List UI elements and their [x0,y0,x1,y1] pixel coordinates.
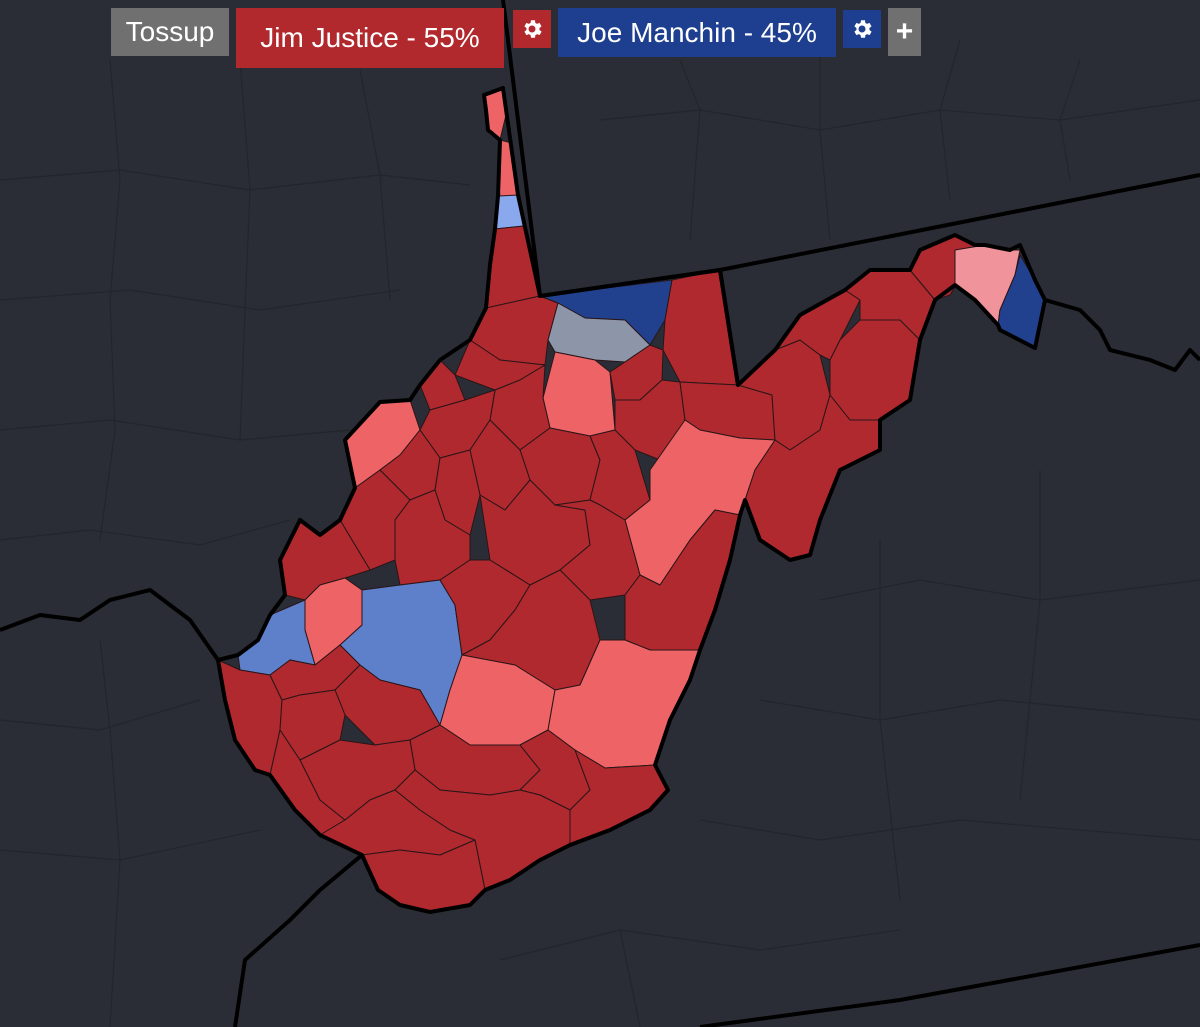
add-candidate-button[interactable]: + [888,8,921,56]
virginia-nc-border [699,943,1200,1027]
west-virginia-outline [216,86,1047,914]
pa-md-border [718,269,740,386]
virginia-ky-border [233,853,364,1027]
pennsylvania-border [501,0,1200,298]
gear-icon [854,20,872,38]
candidate-justice-button[interactable]: Jim Justice - 55% [236,8,504,68]
county-roane[interactable] [394,489,471,586]
neighbor-county-lines [0,39,1200,1027]
candidate-toolbar: Tossup Jim Justice - 55% Joe Manchin - 4… [0,0,1200,80]
manchin-settings-button[interactable] [843,10,881,48]
county-layer [217,87,1046,913]
md-va-border [1044,298,1200,372]
candidate-manchin-button[interactable]: Joe Manchin - 45% [558,8,836,57]
ohio-ky-border [0,588,220,662]
tossup-button[interactable]: Tossup [111,8,229,56]
gear-icon [524,20,542,38]
justice-settings-button[interactable] [513,10,551,48]
